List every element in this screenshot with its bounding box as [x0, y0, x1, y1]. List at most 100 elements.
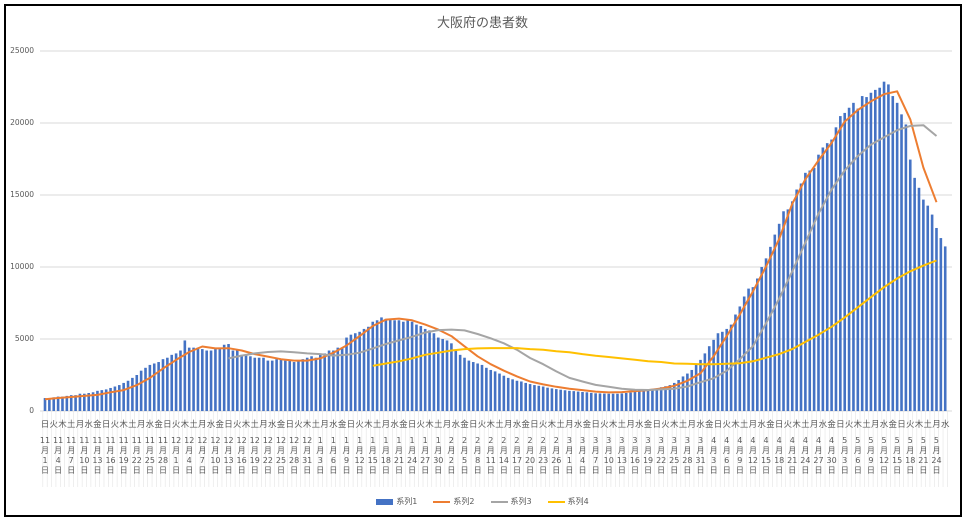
- weekday-tick-label: 水: [451, 420, 461, 430]
- weekday-tick-label: 金: [93, 420, 102, 430]
- bar: [253, 357, 257, 411]
- bar: [262, 357, 265, 411]
- bar: [100, 390, 104, 411]
- weekday-tick-label: 金: [154, 420, 163, 430]
- date-tick-label: 4月3日: [709, 436, 718, 475]
- legend-swatch: [433, 500, 451, 503]
- weekday-tick-label: 月: [932, 420, 941, 430]
- bar: [152, 363, 156, 411]
- bar: [345, 337, 348, 411]
- bar: [825, 143, 829, 411]
- bar: [61, 396, 64, 411]
- date-tick-label: 1月6日: [329, 436, 338, 475]
- bar: [533, 385, 536, 411]
- weekday-tick-label: 月: [626, 420, 635, 430]
- bar: [860, 96, 864, 412]
- bar: [681, 376, 685, 411]
- bar: [384, 318, 388, 411]
- weekday-tick-label: 土: [862, 420, 871, 430]
- weekday-tick-label: 火: [661, 420, 670, 430]
- bar: [148, 364, 152, 411]
- bar: [441, 339, 444, 411]
- bar: [279, 359, 283, 411]
- bar: [196, 347, 200, 411]
- date-tick-label: 2月26日: [551, 436, 562, 475]
- bar: [340, 347, 344, 411]
- weekday-tick-label: 水: [512, 420, 522, 430]
- date-tick-label: 4月24日: [800, 436, 811, 475]
- date-tick-label: 1月3日: [316, 436, 325, 475]
- date-tick-label: 3月4日: [578, 436, 587, 475]
- bar: [563, 390, 567, 411]
- weekday-tick-label: 土: [66, 420, 76, 430]
- weekday-tick-label: 日: [224, 420, 233, 430]
- bar: [804, 172, 807, 411]
- bar: [227, 344, 230, 411]
- weekday-tick-label: 土: [495, 420, 504, 430]
- date-tick-label: 11月4日: [53, 436, 64, 475]
- weekday-tick-label: 火: [783, 420, 793, 430]
- bar: [926, 205, 930, 411]
- bar: [74, 395, 77, 411]
- weekday-tick-label: 月: [809, 420, 819, 430]
- date-tick-label: 11月1日: [39, 436, 51, 475]
- bar: [939, 238, 943, 411]
- date-tick-label: 2月8日: [473, 436, 482, 475]
- bar: [795, 189, 798, 411]
- bar: [458, 354, 462, 411]
- bar: [301, 359, 305, 411]
- weekday-tick-label: 日: [530, 420, 539, 430]
- legend-label: 系列3: [510, 497, 532, 506]
- date-tick-label: 2月20日: [524, 436, 536, 475]
- bar: [96, 390, 99, 411]
- bar: [799, 183, 803, 411]
- bar: [576, 391, 580, 411]
- bar: [43, 398, 47, 411]
- weekday-tick-label: 日: [774, 420, 784, 430]
- bar: [65, 395, 69, 411]
- bar: [913, 177, 916, 411]
- date-tick-label: 1月21日: [393, 436, 405, 475]
- bar: [353, 333, 357, 411]
- date-tick-label: 4月30日: [826, 436, 837, 475]
- bar: [895, 102, 899, 411]
- bar: [703, 353, 707, 411]
- bar: [192, 347, 195, 411]
- date-tick-label: 4月15日: [760, 436, 772, 475]
- bar: [397, 320, 401, 411]
- date-tick-label: 5月3日: [840, 436, 849, 475]
- weekday-tick-label: 水: [390, 420, 399, 430]
- legend-item: 系列1: [376, 496, 417, 507]
- bar: [187, 347, 191, 411]
- weekday-tick-label: 月: [503, 420, 513, 430]
- bar: [511, 379, 514, 411]
- bar: [275, 359, 278, 411]
- date-tick-label: 1月30日: [433, 436, 444, 475]
- bar: [812, 167, 816, 411]
- bar: [607, 393, 611, 411]
- date-tick-label: 11月28日: [157, 436, 169, 475]
- date-tick-label: 12月16日: [236, 436, 247, 475]
- bar: [887, 84, 890, 412]
- date-tick-label: 1月12日: [354, 436, 365, 475]
- legend-item: 系列2: [433, 496, 475, 507]
- bar: [170, 354, 174, 411]
- legend-swatch: [376, 498, 394, 505]
- date-tick-label: 3月31日: [695, 436, 706, 475]
- bar: [821, 147, 825, 412]
- bar: [616, 393, 619, 411]
- bar: [943, 246, 947, 411]
- bar: [524, 382, 527, 411]
- bar: [410, 321, 414, 411]
- bar: [559, 389, 562, 411]
- date-tick-label: 11月19日: [118, 436, 129, 475]
- date-tick-label: 4月12日: [747, 436, 759, 475]
- bar: [568, 390, 571, 411]
- bar: [541, 386, 545, 411]
- bar: [166, 357, 169, 411]
- bar: [367, 326, 370, 411]
- bar: [874, 89, 877, 411]
- weekday-tick-label: 月: [320, 420, 329, 430]
- weekday-tick-label: 金: [337, 420, 347, 430]
- date-tick-label: 12月19日: [249, 436, 260, 475]
